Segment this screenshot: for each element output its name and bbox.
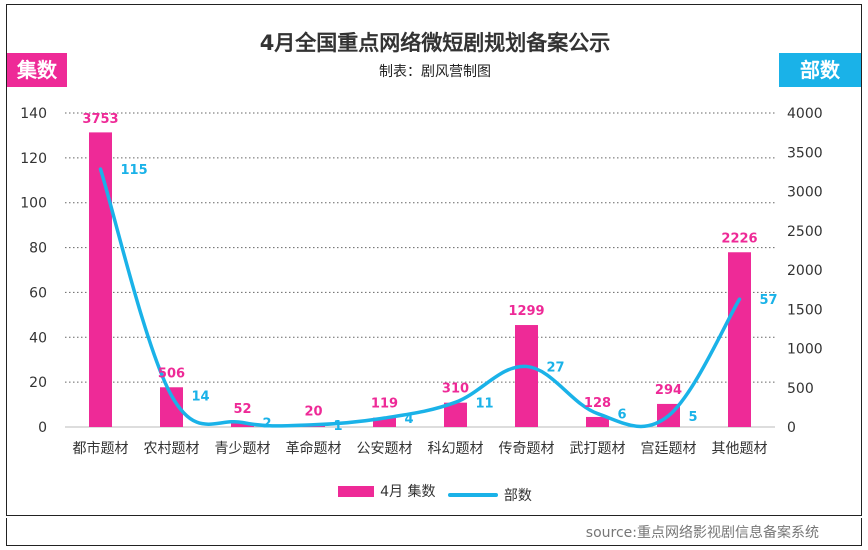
line-data-label: 6 xyxy=(618,408,627,423)
right-tick-label: 0 xyxy=(787,420,796,436)
category-label: 传奇题材 xyxy=(499,440,555,457)
left-tick-label: 20 xyxy=(29,375,47,391)
legend-line-swatch xyxy=(447,492,498,497)
bar-data-label: 52 xyxy=(233,402,251,417)
bar-data-label: 1299 xyxy=(508,304,544,319)
legend: 4月 集数 部数 xyxy=(7,481,863,505)
legend-line-label: 部数 xyxy=(503,487,532,504)
bar xyxy=(231,422,254,427)
right-tick-label: 2500 xyxy=(787,224,823,240)
left-tick-label: 120 xyxy=(20,151,47,167)
bar-data-label: 20 xyxy=(304,404,322,419)
left-tick-label: 0 xyxy=(38,420,47,436)
right-tick-label: 4000 xyxy=(787,106,823,122)
bar xyxy=(160,387,183,427)
category-label: 其他题材 xyxy=(712,441,768,457)
category-label: 都市题材 xyxy=(73,440,129,457)
left-axis-badge: 集数 xyxy=(7,53,67,87)
bar-data-label: 2226 xyxy=(721,231,757,246)
chart-subtitle: 制表：剧风营制图 xyxy=(379,64,491,80)
line-data-label: 27 xyxy=(547,360,565,375)
line-data-label: 11 xyxy=(476,396,494,411)
category-label: 农村题材 xyxy=(144,441,200,457)
category-label: 青少题材 xyxy=(215,441,271,457)
right-tick-label: 1500 xyxy=(787,302,823,318)
left-tick-label: 140 xyxy=(20,106,47,122)
chart-svg: 0204060801001201400500100015002000250030… xyxy=(20,106,823,457)
chart-frame: 4月全国重点网络微短剧规划备案公示 制表：剧风营制图 集数 部数 0 20 40 60… xyxy=(6,4,862,516)
chart-title: 4月全国重点网络微短剧规划备案公示 xyxy=(259,31,611,55)
left-tick-label: 40 xyxy=(29,330,47,346)
legend-bar-swatch xyxy=(338,485,375,497)
line-data-label: 4 xyxy=(405,412,414,427)
category-label: 宫廷题材 xyxy=(641,441,697,457)
line-data-label: 57 xyxy=(760,293,778,308)
bar xyxy=(444,402,467,427)
category-label: 革命题材 xyxy=(286,440,342,457)
bar xyxy=(586,416,609,427)
bar-data-label: 506 xyxy=(158,366,185,381)
bar-data-label: 128 xyxy=(584,396,611,411)
legend-bar-label: 4月 集数 xyxy=(380,484,436,500)
bar xyxy=(728,252,751,427)
right-tick-label: 3500 xyxy=(787,145,823,161)
left-tick-label: 80 xyxy=(29,241,47,257)
left-tick-label: 60 xyxy=(29,285,47,301)
category-label: 公安题材 xyxy=(357,441,413,457)
right-tick-label: 2000 xyxy=(787,263,823,279)
source-note: source:重点网络影视剧信息备案系统 xyxy=(585,525,819,541)
line-data-label: 2 xyxy=(263,417,272,432)
bar-data-label: 3753 xyxy=(82,112,118,127)
line-data-label: 14 xyxy=(192,390,210,405)
right-axis-badge: 部数 xyxy=(779,53,861,87)
line-data-label: 115 xyxy=(121,163,148,178)
bar-data-label: 294 xyxy=(655,383,682,398)
legend-item-line[interactable]: 部数 xyxy=(447,485,532,505)
bar-data-label: 310 xyxy=(442,382,469,397)
series-line xyxy=(98,167,742,429)
bar-data-label: 119 xyxy=(371,397,398,412)
left-tick-label: 100 xyxy=(20,196,47,212)
right-tick-label: 3000 xyxy=(787,185,823,201)
right-tick-label: 500 xyxy=(787,381,814,397)
legend-item-bar[interactable]: 4月 集数 xyxy=(338,481,435,501)
line-data-label: 1 xyxy=(334,419,343,434)
right-tick-label: 1000 xyxy=(787,342,823,358)
line-data-label: 5 xyxy=(689,410,698,425)
bar xyxy=(89,132,112,427)
bar xyxy=(373,417,396,427)
source-frame: source:重点网络影视剧信息备案系统 xyxy=(6,518,862,546)
category-label: 武打题材 xyxy=(570,440,626,457)
category-label: 科幻题材 xyxy=(428,441,484,457)
bar xyxy=(515,325,538,427)
